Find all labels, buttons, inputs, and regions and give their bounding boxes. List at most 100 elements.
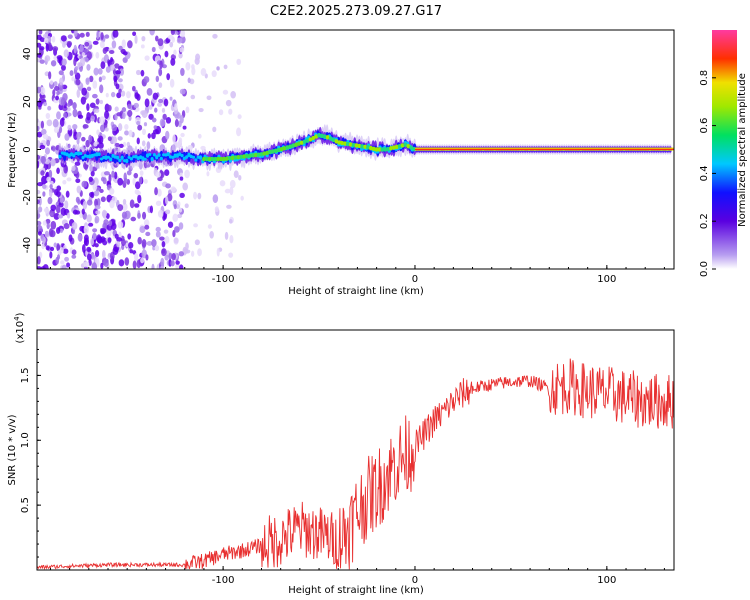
spectrogram-noise-blob [100,61,106,70]
spectrogram-ridge-mark [118,158,122,163]
spectrogram-noise-blob [146,141,151,150]
spectrogram-noise-blob [101,209,107,218]
spectrogram-noise-blob [144,224,150,230]
spectrogram-core-mark [308,137,313,142]
spectrogram-noise-blob [170,186,176,193]
spectrogram-noise-blob [60,64,66,71]
spectrogram-noise-blob [46,139,51,147]
spectrogram-noise-blob [178,251,185,257]
spectrogram-noise-blob [54,85,60,91]
spectrogram-noise-blob [92,40,99,45]
spectrogram-noise-blob [206,171,210,177]
spectrogram-noise-blob [56,90,60,96]
spectrogram-noise-blob [173,237,179,245]
spectrogram-noise-blob [53,213,60,220]
spectrogram-noise-blob [103,219,109,226]
spectrogram-noise-blob [112,30,119,38]
spectrogram-noise-blob [175,204,181,210]
spectrogram-noise-blob [56,254,61,260]
spectrogram-ridge-mark [185,155,189,159]
spectrogram-noise-blob [194,57,200,65]
spectrogram-noise-blob [145,254,149,261]
spectrogram-noise-blob [194,239,200,246]
spectrogram-y-tick-label: 20 [22,95,33,108]
spectrogram-noise-blob [67,124,72,131]
spectrogram-noise-blob [88,222,94,227]
spectrogram-noise-blob [152,128,159,135]
spectrogram-core-mark [205,156,209,162]
spectrogram-noise-blob [180,132,185,138]
spectrogram-noise-blob [46,176,52,182]
spectrogram-noise-blob [134,181,141,190]
spectrogram-noise-blob [90,170,95,177]
spectrogram-noise-blob [224,188,231,194]
spectrogram-noise-blob [118,88,122,94]
spectrogram-noise-blob [124,257,130,266]
spectrogram-noise-blob [169,41,174,48]
spectrogram-noise-blob [184,169,190,179]
spectrogram-noise-blob [117,78,123,83]
spectrogram-noise-blob [79,225,85,232]
spectrogram-noise-blob [59,77,64,86]
spectrogram-noise-blob [48,228,54,237]
figure-title: C2E2.2025.273.09.27.G17 [270,4,442,19]
spectrogram-noise-blob [45,209,49,214]
spectrogram-noise-blob [212,126,217,133]
spectrogram-ridge-mark [72,153,76,158]
spectrogram-noise-blob [174,226,180,233]
spectrogram-noise-blob [41,128,47,136]
spectrogram-noise-blob [151,46,156,53]
spectrogram-noise-blob [37,266,42,269]
spectrogram-noise-blob [37,125,40,132]
spectrogram-noise-blob [62,180,67,185]
spectrogram-noise-blob [98,76,102,83]
spectrogram-noise-blob [98,142,104,149]
spectrogram-noise-blob [122,112,126,120]
spectrogram-noise-blob [159,118,166,127]
spectrogram-noise-blob [117,221,124,229]
spectrogram-noise-blob [77,114,84,119]
spectrogram-noise-blob [198,107,204,113]
spectrogram-noise-blob [91,166,98,172]
spectrogram-noise-blob [85,139,90,148]
spectrogram-noise-blob [219,180,226,187]
spectrogram-noise-blob [121,90,126,97]
spectrogram-x-tick-label: 100 [597,274,616,285]
spectrogram-noise-blob [197,248,202,257]
spectrogram-noise-blob [148,113,154,120]
spectrogram-noise-blob [142,128,146,135]
snr-panel: -100 0 100 0.5 1.0 1.5 Height of straight lin… [7,312,675,596]
spectrogram-noise-blob [212,33,218,39]
spectrogram-noise-blob [155,171,162,178]
spectrogram-noise-blob [89,102,96,109]
spectrogram-noise-blob [37,210,40,215]
spectrogram-noise-blob [100,124,106,133]
spectrogram-noise-blob [154,245,160,252]
spectrogram-noise-blob [48,169,53,179]
spectrogram-noise-blob [155,200,162,207]
spectrogram-noise-blob [71,222,78,230]
spectrogram-core-mark [274,148,278,153]
spectrogram-noise-blob [95,98,100,105]
spectrogram-noise-blob [89,75,94,83]
spectrogram-noise-blob [92,228,98,233]
spectrogram-noise-blob [64,256,70,262]
spectrogram-noise-blob [86,103,90,111]
spectrogram-ridge-mark [120,155,124,160]
spectrogram-noise-blob [113,75,118,83]
spectrogram-noise-blob [42,184,47,189]
spectrogram-noise-blob [39,86,46,96]
spectrogram-noise-blob [158,82,163,88]
spectrogram-noise-blob [82,124,89,129]
spectrogram-noise-blob [79,32,85,38]
spectrogram-noise-blob [66,212,71,219]
spectrogram-noise-blob [185,106,190,114]
spectrogram-noise-blob [60,97,66,106]
spectrogram-noise-blob [216,247,220,257]
spectrogram-noise-blob [119,143,124,148]
spectrogram-core-mark [371,146,376,151]
spectrogram-noise-blob [40,120,45,129]
spectrogram-core-mark [279,147,284,152]
spectrogram-noise-blob [122,198,127,205]
spectrogram-noise-blob [169,78,175,88]
